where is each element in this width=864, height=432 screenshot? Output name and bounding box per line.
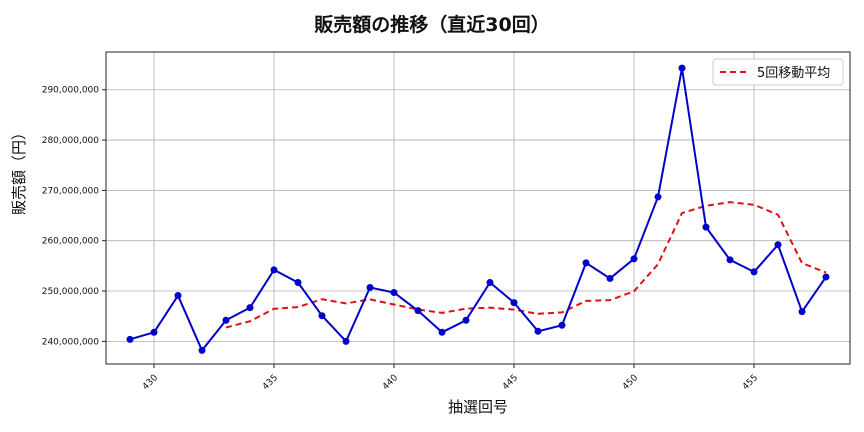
data-point-marker bbox=[366, 284, 374, 292]
data-point-marker bbox=[558, 321, 566, 329]
data-point-marker bbox=[582, 259, 590, 267]
y-tick-label: 240,000,000 bbox=[42, 337, 100, 347]
data-point-marker bbox=[606, 274, 614, 282]
data-point-marker bbox=[726, 256, 734, 264]
moving-average-line bbox=[225, 201, 827, 329]
x-axis-ticks: 430 435 440 445 450 455 bbox=[141, 364, 760, 392]
x-tick-label: 455 bbox=[741, 373, 760, 392]
x-tick-label: 450 bbox=[621, 373, 640, 392]
data-point-marker bbox=[534, 327, 542, 335]
chart-title: 販売額の推移（直近30回） bbox=[314, 14, 550, 36]
sales-line bbox=[126, 64, 830, 354]
x-tick-label: 440 bbox=[381, 373, 400, 392]
data-point-marker bbox=[462, 316, 470, 324]
data-point-marker bbox=[702, 223, 710, 231]
x-axis-label: 抽選回号 bbox=[447, 398, 508, 416]
grid-lines bbox=[106, 52, 850, 364]
data-point-marker bbox=[654, 193, 662, 201]
data-point-marker bbox=[318, 312, 326, 320]
data-point-marker bbox=[222, 316, 230, 324]
data-point-marker bbox=[486, 278, 494, 286]
x-tick-label: 435 bbox=[261, 373, 280, 392]
x-tick-label: 445 bbox=[501, 373, 520, 392]
y-tick-label: 280,000,000 bbox=[42, 136, 100, 146]
data-point-marker bbox=[342, 337, 350, 345]
y-tick-label: 270,000,000 bbox=[42, 186, 100, 196]
y-tick-label: 290,000,000 bbox=[42, 86, 100, 96]
data-point-marker bbox=[270, 266, 278, 274]
plot-frame bbox=[105, 51, 851, 365]
data-point-marker bbox=[630, 255, 638, 263]
data-point-marker bbox=[294, 278, 302, 286]
data-point-marker bbox=[774, 241, 782, 249]
data-point-marker bbox=[510, 299, 518, 307]
data-point-marker bbox=[390, 289, 398, 297]
y-tick-label: 260,000,000 bbox=[42, 237, 100, 247]
legend-label: 5回移動平均 bbox=[757, 66, 830, 81]
data-point-marker bbox=[126, 335, 134, 343]
data-point-marker bbox=[150, 328, 158, 336]
data-point-marker bbox=[246, 304, 254, 312]
data-point-marker bbox=[798, 308, 806, 316]
y-tick-label: 250,000,000 bbox=[42, 287, 100, 297]
data-point-marker bbox=[438, 328, 446, 336]
x-tick-label: 430 bbox=[141, 373, 160, 392]
data-point-marker bbox=[678, 64, 686, 72]
data-point-marker bbox=[414, 307, 422, 315]
data-point-marker bbox=[198, 346, 206, 354]
data-point-marker bbox=[822, 273, 830, 281]
data-point-marker bbox=[174, 292, 182, 300]
data-point-marker bbox=[750, 268, 758, 276]
y-axis-ticks: 240,000,000 250,000,000 260,000,000 270,000… bbox=[42, 86, 106, 347]
legend: 5回移動平均 bbox=[712, 58, 844, 86]
